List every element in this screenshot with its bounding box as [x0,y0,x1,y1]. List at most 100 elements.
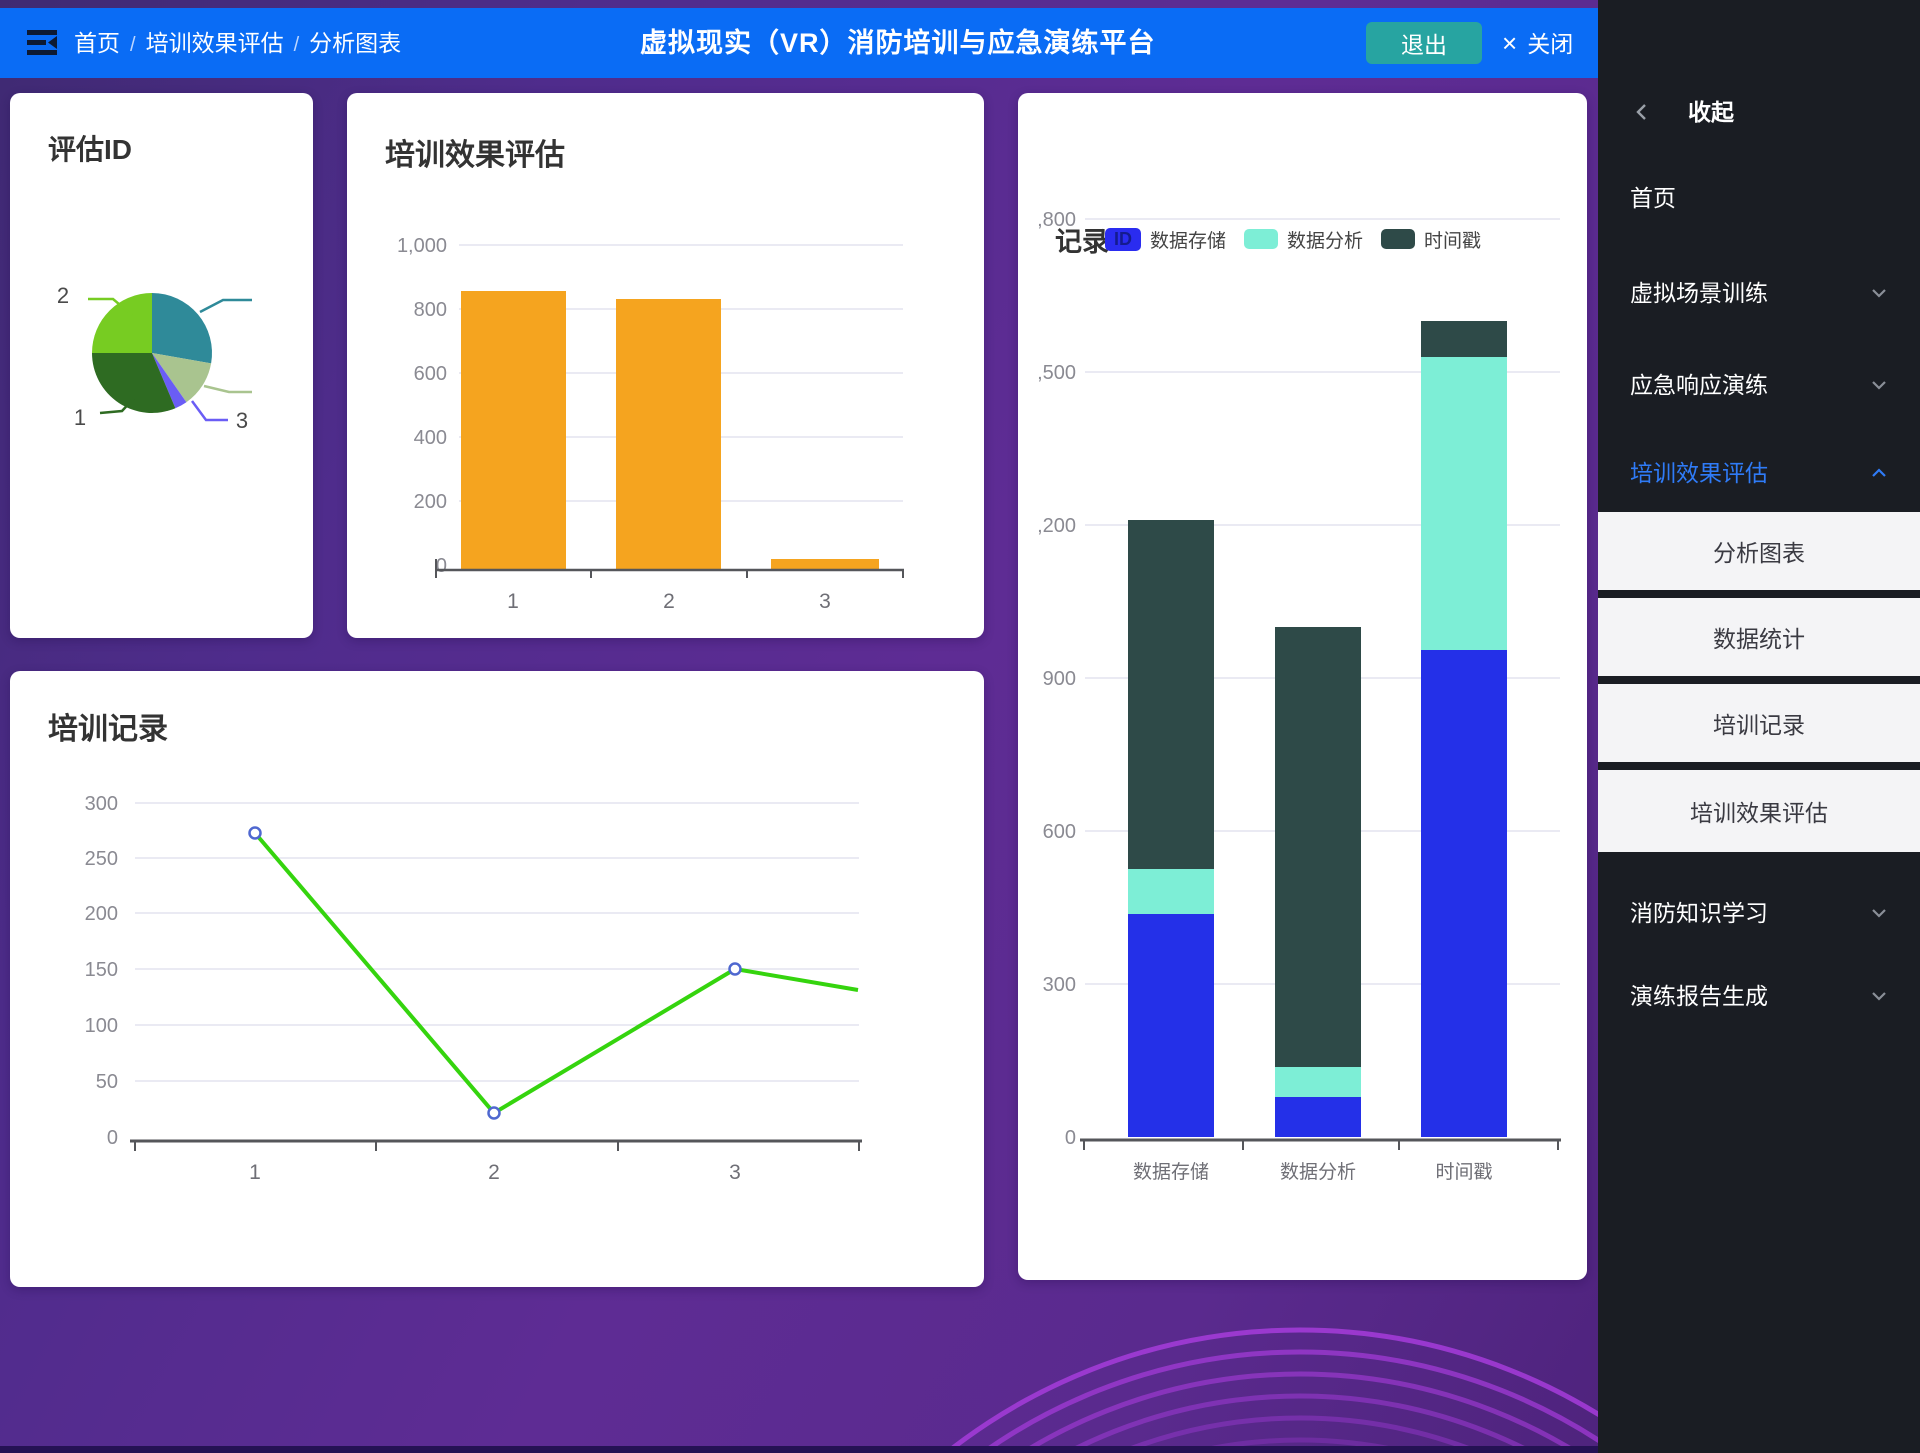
breadcrumb-evaluation[interactable]: 培训效果评估 [145,30,284,56]
sidebar-item-drill-report-generation[interactable]: 演练报告生成 [1598,975,1920,1017]
legend-swatch-data-analysis[interactable] [1244,229,1279,249]
stack-segment-aqua[interactable] [1128,869,1214,914]
stacked-chart-title: 记录 [1055,226,1109,257]
stacked-bar-group-2 [1275,627,1361,1137]
line-point-3[interactable] [728,962,742,976]
breadcrumb-analysis-chart[interactable]: 分析图表 [309,30,402,56]
stacked-ytick: ,500 [1037,362,1076,384]
breadcrumb-separator: / [130,34,136,56]
line-xtick: 1 [249,1161,261,1184]
sidebar-item-training-effect-evaluation[interactable]: 培训效果评估 [1598,452,1920,494]
sidebar-item-emergency-response-drill[interactable]: 应急响应演练 [1598,364,1920,406]
line-point-2[interactable] [487,1106,501,1120]
line-xtick: 2 [488,1161,500,1184]
stack-segment-slate[interactable] [1128,520,1214,869]
bar-ytick: 600 [414,363,447,385]
legend-label-data-analysis[interactable]: 数据分析 [1287,230,1364,252]
pie-label-1: 1 [74,405,86,430]
bar-xtick: 2 [663,590,675,613]
stacked-xtick: 数据分析 [1280,1161,1356,1183]
stack-segment-aqua[interactable] [1421,357,1507,650]
stacked-ytick: 300 [1043,974,1076,996]
close-button[interactable]: × 关闭 [1502,8,1596,78]
close-icon: × [1502,28,1518,58]
submenu-item-training-effect-evaluation[interactable]: 培训效果评估 [1598,770,1920,852]
bottom-edge-strip [0,1446,1598,1453]
legend-swatch-timestamp[interactable] [1381,229,1416,249]
pie-slice-violet[interactable] [152,353,187,409]
stack-segment-aqua[interactable] [1275,1067,1361,1097]
chevron-down-icon [1872,289,1886,298]
record-id-stacked-bar-card: 记录 ID 数据存储 数据分析 时间戳 ,800 ,500 ,200 900 60… [1018,93,1587,1280]
line-point-1[interactable] [248,826,262,840]
line-xtick: 3 [729,1161,741,1184]
stacked-ytick: ,200 [1037,515,1076,537]
chevron-up-icon [1872,468,1886,477]
chevron-down-icon [1872,909,1886,918]
bar-ytick: 200 [414,491,447,513]
bar-chart-title: 培训效果评估 [385,138,565,172]
bar-value-2[interactable] [616,299,721,569]
chevron-down-icon [1872,381,1886,390]
pie-slice-dark-green[interactable] [92,353,176,413]
pie-leader-line-2 [88,297,133,316]
pie-leader-line-1 [99,397,135,415]
pie-label-2: 2 [57,283,69,308]
bar-value-3[interactable] [771,559,879,569]
submenu-item-label: 培训记录 [1713,712,1805,738]
sidebar-item-label: 应急响应演练 [1630,372,1768,398]
bar-chart: 培训效果评估 1,000 800 600 400 200 0 [385,138,904,613]
pie-slice-sage[interactable] [152,353,212,403]
stack-segment-slate[interactable] [1421,321,1507,357]
breadcrumb-home[interactable]: 首页 [74,30,120,56]
stacked-ytick: 900 [1043,668,1076,690]
line-series[interactable] [253,831,859,1116]
sidebar-item-label: 消防知识学习 [1630,900,1768,926]
pie-leader-line-3 [190,400,228,422]
bar-value-1[interactable] [461,291,566,569]
stacked-bar-chart: ,800 ,500 ,200 900 600 300 0 [1037,209,1561,1183]
stacked-ytick: 0 [1065,1127,1076,1149]
stacked-bar-group-3 [1421,321,1507,1137]
pie-slice-bright-green[interactable] [92,293,152,353]
stack-segment-slate[interactable] [1275,627,1361,1067]
chevron-left-icon [1636,104,1646,120]
legend-label-timestamp[interactable]: 时间戳 [1424,230,1482,252]
pie-label-3: 3 [236,408,248,433]
menu-fold-icon[interactable] [26,28,58,58]
bar-ytick: 1,000 [397,235,447,257]
sidebar-collapse-button[interactable]: 收起 [1598,91,1920,133]
pie-leader-line-teal [199,298,252,314]
bar-ytick: 0 [436,555,447,577]
sidebar-item-virtual-scene-training[interactable]: 虚拟场景训练 [1598,272,1920,314]
stack-segment-blue[interactable] [1128,914,1214,1137]
chevron-down-icon [1872,992,1886,1001]
submenu-item-training-records[interactable]: 培训记录 [1598,684,1920,762]
legend-label-data-storage[interactable]: 数据存储 [1150,230,1227,252]
sidebar-item-fire-knowledge-learning[interactable]: 消防知识学习 [1598,892,1920,934]
bar-xtick: 1 [507,590,519,613]
bar-ytick: 400 [414,427,447,449]
line-chart-title: 培训记录 [48,712,168,746]
submenu-item-data-statistics[interactable]: 数据统计 [1598,598,1920,676]
sidebar-item-home[interactable]: 首页 [1598,177,1920,219]
stacked-bar-group-1 [1128,520,1214,1137]
logout-button[interactable]: 退出 [1366,22,1482,64]
pie-slice-teal[interactable] [152,293,213,364]
platform-title: 虚拟现实（VR）消防培训与应急演练平台 [640,28,1156,58]
legend-swatch-data-storage[interactable]: ID [1105,227,1141,251]
submenu-item-label: 分析图表 [1713,540,1805,566]
stack-segment-blue[interactable] [1421,650,1507,1137]
submenu-item-label: 培训效果评估 [1690,800,1828,826]
submenu-item-analysis-chart[interactable]: 分析图表 [1598,512,1920,590]
stacked-ytick: ,800 [1037,209,1076,231]
stacked-chart-header: 记录 ID 数据存储 数据分析 时间戳 [1055,221,1481,257]
breadcrumb-separator: / [293,34,300,56]
bar-ytick: 800 [414,299,447,321]
line-ytick: 50 [96,1071,118,1093]
training-effect-bar-card: 培训效果评估 1,000 800 600 400 200 0 [347,93,984,638]
stack-segment-blue[interactable] [1275,1097,1361,1137]
line-ytick: 0 [107,1127,118,1149]
stacked-xtick: 数据存储 [1133,1161,1209,1183]
stacked-xtick: 时间戳 [1435,1161,1492,1183]
